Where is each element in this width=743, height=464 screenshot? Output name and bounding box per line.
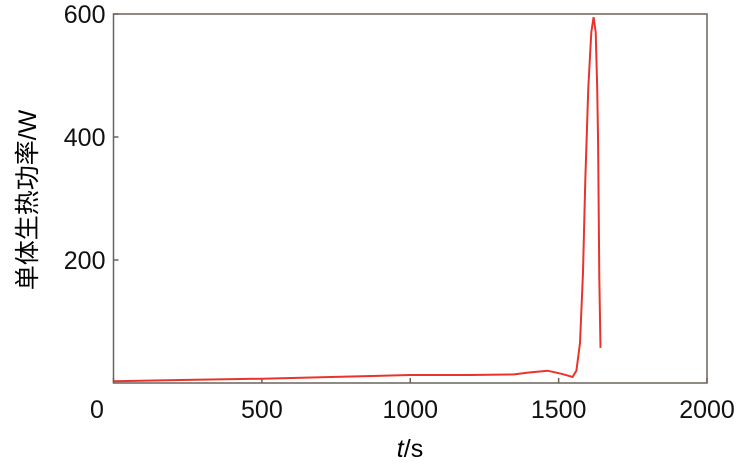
y-tick-label: 600	[64, 1, 106, 29]
series-line	[113, 16, 602, 383]
x-tick-label: 500	[241, 396, 283, 424]
x-tick-label: 2000	[679, 396, 735, 424]
x-tick-label: 1500	[531, 396, 587, 424]
y-axis-label: 单体生热功率/W	[14, 109, 42, 290]
plot-frame	[112, 13, 708, 384]
y-tick-label: 400	[64, 124, 106, 152]
x-tick-label: 0	[90, 396, 104, 424]
axes: 0 500 1000 1500 2000 200 400 600	[64, 1, 735, 424]
x-axis-label: t/s	[397, 435, 423, 463]
y-tick-label: 200	[64, 247, 106, 275]
x-tick-label: 1000	[382, 396, 438, 424]
